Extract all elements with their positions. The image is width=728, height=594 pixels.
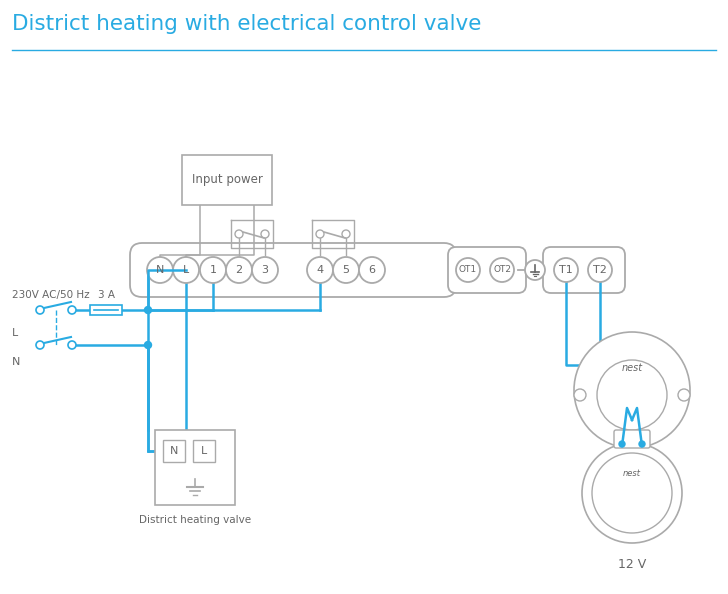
Text: 230V AC/50 Hz: 230V AC/50 Hz xyxy=(12,290,90,300)
Circle shape xyxy=(307,257,333,283)
Circle shape xyxy=(490,258,514,282)
Circle shape xyxy=(525,260,545,280)
Circle shape xyxy=(359,257,385,283)
Circle shape xyxy=(554,258,578,282)
FancyBboxPatch shape xyxy=(163,440,185,462)
Text: 3 A: 3 A xyxy=(98,290,114,300)
Text: L: L xyxy=(183,265,189,275)
Text: 3: 3 xyxy=(261,265,269,275)
Text: L: L xyxy=(201,446,207,456)
FancyBboxPatch shape xyxy=(614,430,650,448)
Circle shape xyxy=(592,453,672,533)
FancyBboxPatch shape xyxy=(90,305,122,315)
FancyBboxPatch shape xyxy=(130,243,456,297)
Circle shape xyxy=(597,360,667,430)
Circle shape xyxy=(68,306,76,314)
Circle shape xyxy=(639,441,645,447)
Text: District heating with electrical control valve: District heating with electrical control… xyxy=(12,14,481,34)
Circle shape xyxy=(333,257,359,283)
Circle shape xyxy=(252,257,278,283)
Text: OT2: OT2 xyxy=(493,266,511,274)
Text: 6: 6 xyxy=(368,265,376,275)
Circle shape xyxy=(36,306,44,314)
Text: N: N xyxy=(12,357,20,367)
Circle shape xyxy=(147,257,173,283)
Text: T2: T2 xyxy=(593,265,607,275)
Circle shape xyxy=(144,342,151,349)
Circle shape xyxy=(456,258,480,282)
Circle shape xyxy=(582,443,682,543)
Text: T1: T1 xyxy=(559,265,573,275)
Text: 2: 2 xyxy=(235,265,242,275)
Text: N: N xyxy=(156,265,165,275)
FancyBboxPatch shape xyxy=(193,440,215,462)
Text: District heating valve: District heating valve xyxy=(139,515,251,525)
Circle shape xyxy=(226,257,252,283)
Circle shape xyxy=(68,341,76,349)
Circle shape xyxy=(574,332,690,448)
Circle shape xyxy=(619,441,625,447)
Text: Input power: Input power xyxy=(191,173,262,187)
Text: L: L xyxy=(12,328,18,338)
FancyBboxPatch shape xyxy=(155,430,235,505)
Circle shape xyxy=(342,230,350,238)
Text: nest: nest xyxy=(622,363,643,373)
Text: OT1: OT1 xyxy=(459,266,477,274)
Circle shape xyxy=(144,307,151,314)
Circle shape xyxy=(574,389,586,401)
Circle shape xyxy=(173,257,199,283)
Circle shape xyxy=(678,389,690,401)
Circle shape xyxy=(36,341,44,349)
Circle shape xyxy=(200,257,226,283)
FancyBboxPatch shape xyxy=(448,247,526,293)
FancyBboxPatch shape xyxy=(182,155,272,205)
Circle shape xyxy=(235,230,243,238)
Circle shape xyxy=(261,230,269,238)
Circle shape xyxy=(316,230,324,238)
Text: 4: 4 xyxy=(317,265,323,275)
Text: 12 V: 12 V xyxy=(618,558,646,571)
Text: N: N xyxy=(170,446,178,456)
Text: 5: 5 xyxy=(342,265,349,275)
Circle shape xyxy=(588,258,612,282)
Text: nest: nest xyxy=(623,469,641,478)
FancyBboxPatch shape xyxy=(543,247,625,293)
Text: 1: 1 xyxy=(210,265,216,275)
